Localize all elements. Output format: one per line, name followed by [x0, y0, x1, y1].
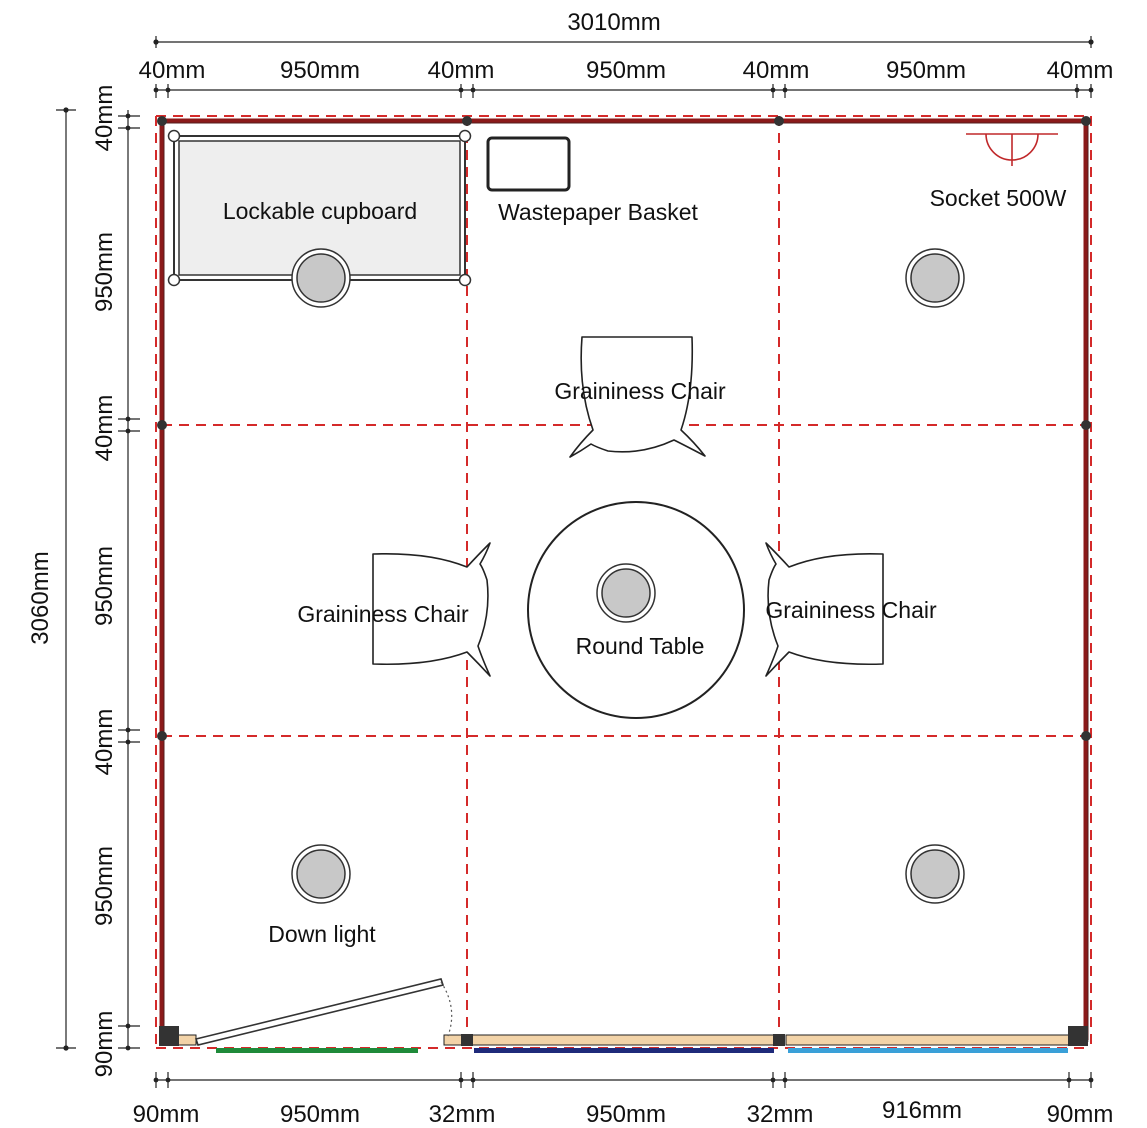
down-light-icon	[291, 248, 351, 308]
cupboard-label: Lockable cupboard	[223, 198, 417, 224]
chair-left-label: Graininess Chair	[297, 601, 469, 627]
wastepaper-basket	[486, 136, 571, 192]
socket-label: Socket 500W	[930, 185, 1067, 211]
down-light-icon	[596, 563, 656, 623]
top-dim-2: 950mm	[280, 57, 360, 84]
left-dim-7: 90mm	[91, 1011, 118, 1078]
top-dim-5: 40mm	[743, 57, 810, 84]
bottom-dim-5: 32mm	[747, 1101, 814, 1128]
chair-top-label: Graininess Chair	[554, 378, 726, 404]
chair-left	[372, 542, 491, 677]
down-lights	[291, 248, 965, 904]
bottom-dim-2: 950mm	[280, 1101, 360, 1128]
round-table	[527, 501, 745, 719]
bottom-dim-1: 90mm	[133, 1101, 200, 1128]
top-total-dimension: 3010mm	[567, 9, 660, 36]
top-dim-6: 950mm	[886, 57, 966, 84]
left-total-dimension: 3060mm	[27, 551, 54, 644]
down-light-icon	[905, 844, 965, 904]
booth-walls	[159, 118, 1089, 1042]
bottom-dim-7: 90mm	[1047, 1101, 1114, 1128]
door-icon	[194, 978, 453, 1046]
left-dim-1: 40mm	[91, 85, 118, 152]
chair-right-label: Graininess Chair	[765, 597, 937, 623]
left-dim-6: 950mm	[91, 846, 118, 926]
front-edge	[159, 1026, 1088, 1053]
basket-label: Wastepaper Basket	[498, 199, 698, 225]
top-dim-3: 40mm	[428, 57, 495, 84]
bottom-dimension-lines	[155, 1072, 1092, 1088]
bottom-dim-3: 32mm	[429, 1101, 496, 1128]
wall-posts	[157, 116, 1091, 741]
left-dimension-markers	[63, 107, 131, 1051]
bottom-dim-6: 916mm	[882, 1097, 962, 1124]
left-dim-3: 40mm	[91, 395, 118, 462]
chair-top	[569, 336, 706, 458]
down-light-icon	[905, 248, 965, 308]
down-light-label: Down light	[268, 921, 376, 947]
left-dimension-lines	[56, 109, 140, 1049]
top-dim-7: 40mm	[1047, 57, 1114, 84]
top-dimension-markers	[153, 39, 1094, 93]
table-label: Round Table	[576, 633, 705, 659]
bottom-dim-4: 950mm	[586, 1101, 666, 1128]
socket-icon	[966, 133, 1058, 166]
left-dim-5: 40mm	[91, 709, 118, 776]
bottom-dimension-markers	[153, 1077, 1094, 1083]
top-dim-1: 40mm	[139, 57, 206, 84]
chair-right	[765, 542, 884, 677]
top-dim-4: 950mm	[586, 57, 666, 84]
down-light-icon	[291, 844, 351, 904]
left-dim-4: 950mm	[91, 546, 118, 626]
top-dimension-lines	[155, 36, 1092, 98]
left-dim-2: 950mm	[91, 232, 118, 312]
